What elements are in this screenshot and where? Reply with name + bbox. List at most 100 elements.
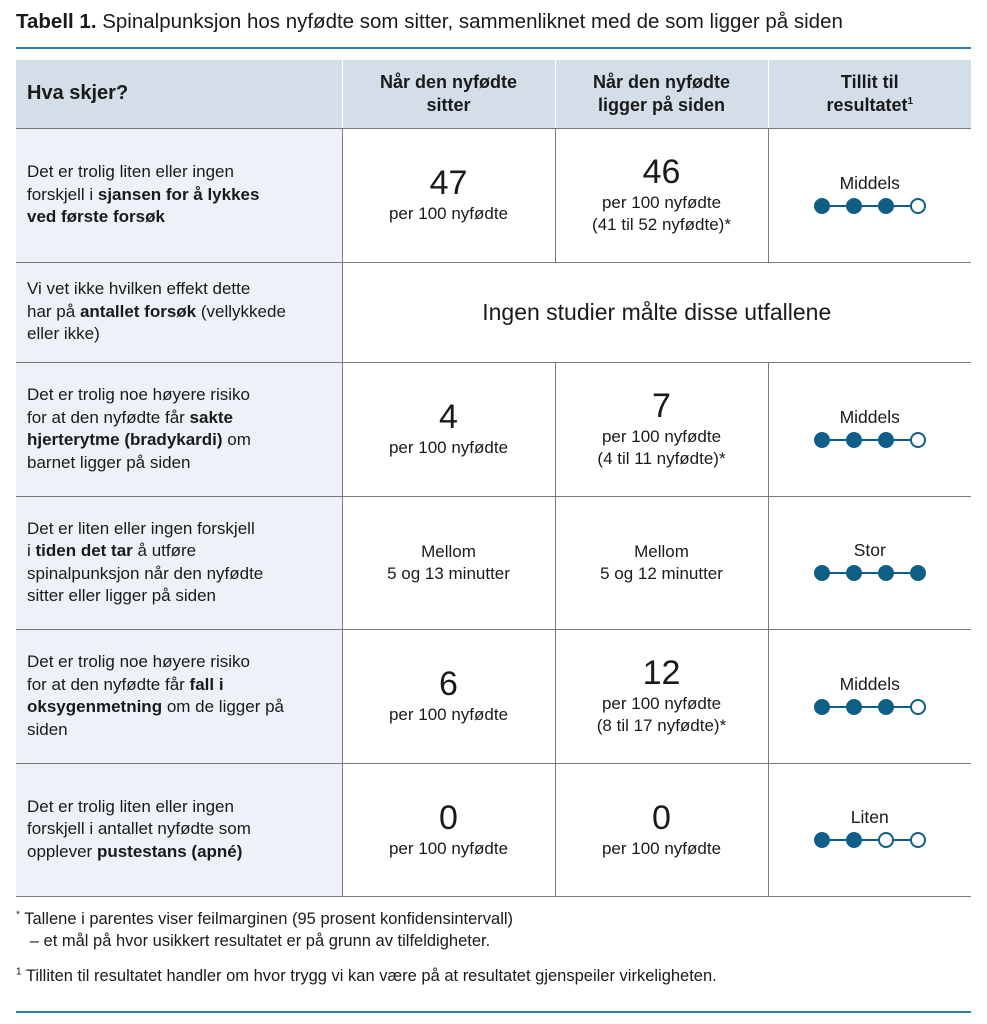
- certainty-label: Stor: [853, 540, 886, 560]
- certainty-label: Middels: [839, 673, 900, 694]
- question-text: Det er trolig liten eller ingen: [27, 162, 234, 182]
- sitting-result: 4 per 100 nyfødte: [341, 362, 556, 497]
- header-question-text: Hva skjer?: [27, 82, 129, 105]
- certainty-rating: [813, 197, 926, 214]
- lying-unit: per 100 nyfødte: [601, 838, 722, 858]
- sitting-result: 0 per 100 nyfødte: [341, 763, 556, 897]
- rating-connector: [893, 839, 910, 841]
- sitting-unit: per 100 nyfødte: [388, 838, 509, 858]
- lying-result: 7 per 100 nyfødte (4 til 11 nyfødte)*: [554, 362, 769, 497]
- question-emphasis: antallet forsøk: [79, 301, 197, 321]
- question-text: barnet ligger på siden: [27, 452, 191, 472]
- sitting-value: 47: [429, 164, 468, 202]
- certainty-label: Middels: [839, 406, 900, 427]
- rating-dot-filled: [813, 698, 830, 715]
- results-table: Hva skjer? Når den nyfødte sitter Når de…: [16, 60, 971, 897]
- certainty-rating: [813, 832, 926, 848]
- certainty-rating: [813, 565, 926, 581]
- sitting-result: 6 per 100 nyfødte: [341, 629, 556, 764]
- header-question: Hva skjer?: [16, 60, 343, 129]
- rating-connector: [861, 839, 878, 841]
- lying-unit: per 100 nyfødte: [601, 193, 722, 212]
- row-question: Det er trolig liten eller ingen forskjel…: [16, 763, 343, 897]
- lying-range-label: Mellom: [634, 541, 689, 561]
- rating-connector: [829, 572, 846, 574]
- lying-result: 46 per 100 nyfødte (41 til 52 nyfødte)*: [554, 128, 769, 263]
- footnote-ci-line1: Tallene i parentes viser feilmarginen (9…: [24, 910, 514, 928]
- table-row: Det er trolig liten eller ingen forskjel…: [16, 128, 971, 263]
- table-title: Tabell 1. Spinalpunksjon hos nyfødte som…: [16, 9, 843, 35]
- lying-result: 12 per 100 nyfødte (8 til 17 nyfødte)*: [554, 629, 769, 764]
- certainty-cell: Liten: [767, 763, 971, 897]
- sitting-unit: per 100 nyfødte: [388, 705, 509, 724]
- rating-connector: [829, 204, 846, 207]
- question-text: Det er trolig noe høyere risiko: [27, 652, 250, 671]
- table-row: Vi vet ikke hvilken effekt dette har på …: [16, 262, 971, 363]
- rating-dot-empty: [909, 431, 926, 448]
- question-emphasis: ved første forsøk: [27, 207, 165, 227]
- question-text: Vi vet ikke hvilken effekt dette: [27, 279, 251, 299]
- rating-dot-filled: [813, 565, 830, 581]
- rating-connector: [893, 438, 910, 441]
- rating-connector: [829, 438, 846, 441]
- question-text: Det er trolig noe høyere risiko: [27, 385, 250, 404]
- rating-connector: [861, 438, 878, 441]
- rating-connector: [861, 705, 878, 708]
- rating-connector: [829, 839, 846, 841]
- certainty-rating: [813, 431, 926, 448]
- question-emphasis: sakte: [189, 407, 234, 427]
- rating-dot-filled: [877, 698, 894, 715]
- lying-value: 0: [652, 798, 671, 837]
- sitting-range-label: Mellom: [421, 541, 476, 561]
- lying-unit: per 100 nyfødte: [601, 427, 722, 446]
- question-text: om de ligger på: [162, 697, 284, 716]
- rating-dot-filled: [813, 197, 830, 214]
- table-row: Det er trolig liten eller ingen forskjel…: [16, 763, 971, 897]
- rating-connector: [893, 705, 910, 708]
- certainty-label: Middels: [839, 172, 900, 193]
- question-text: eller ikke): [27, 324, 100, 344]
- row-question: Det er liten eller ingen forskjell i tid…: [16, 496, 343, 630]
- question-text: (vellykkede: [196, 301, 286, 321]
- header-lying: Når den nyfødte ligger på siden: [554, 60, 769, 129]
- row-question: Det er trolig noe høyere risiko for at d…: [16, 362, 343, 497]
- certainty-label: Liten: [850, 807, 889, 827]
- footnote-certainty: 1 Tilliten til resultatet handler om hvo…: [16, 965, 717, 987]
- rating-dot-filled: [813, 431, 830, 448]
- header-lying-line2: ligger på siden: [597, 94, 726, 115]
- question-text: for at den nyfødte får: [27, 674, 190, 694]
- table-title-text: Spinalpunksjon hos nyfødte som sitter, s…: [102, 10, 843, 33]
- sitting-value: 6: [439, 665, 458, 703]
- lying-range: 5 og 12 minutter: [600, 563, 723, 583]
- header-sitting-line2: sitter: [426, 94, 471, 115]
- question-text: siden: [27, 719, 68, 739]
- certainty-cell: Middels: [767, 128, 971, 263]
- rating-connector: [829, 705, 846, 708]
- sitting-unit: per 100 nyfødte: [388, 438, 509, 457]
- question-emphasis: oksygenmetning: [27, 697, 163, 716]
- header-sitting-line1: Når den nyfødte: [379, 71, 517, 92]
- question-emphasis: fall i: [189, 674, 224, 694]
- footnote-ci-mark: *: [16, 909, 20, 921]
- question-text: sitter eller ligger på siden: [27, 586, 216, 605]
- no-studies-text: Ingen studier målte disse utfallene: [482, 298, 832, 325]
- header-certainty-line2: resultatet: [826, 94, 908, 115]
- top-rule: [16, 47, 971, 49]
- rating-dot-filled: [845, 698, 862, 715]
- lying-interval: (4 til 11 nyfødte)*: [597, 449, 726, 468]
- table-row: Det er liten eller ingen forskjell i tid…: [16, 496, 971, 630]
- rating-dot-empty: [909, 832, 926, 848]
- footnote-certainty-mark: 1: [16, 966, 22, 978]
- certainty-rating: [813, 698, 926, 715]
- header-certainty-line1: Tillit til: [840, 71, 899, 92]
- row-question: Det er trolig noe høyere risiko for at d…: [16, 629, 343, 764]
- question-emphasis: tiden det tar: [35, 541, 133, 560]
- table-title-label: Tabell 1.: [16, 10, 97, 33]
- footnote-certainty-text: Tilliten til resultatet handler om hvor …: [25, 967, 717, 985]
- rating-connector: [893, 572, 910, 574]
- footnote-ci-line2: – et mål på hvor usikkert resultatet er …: [29, 932, 491, 950]
- question-text: har på: [27, 301, 80, 321]
- table-row: Det er trolig noe høyere risiko for at d…: [16, 362, 971, 497]
- lying-result: Mellom 5 og 12 minutter: [554, 496, 769, 630]
- sitting-unit: per 100 nyfødte: [388, 204, 509, 223]
